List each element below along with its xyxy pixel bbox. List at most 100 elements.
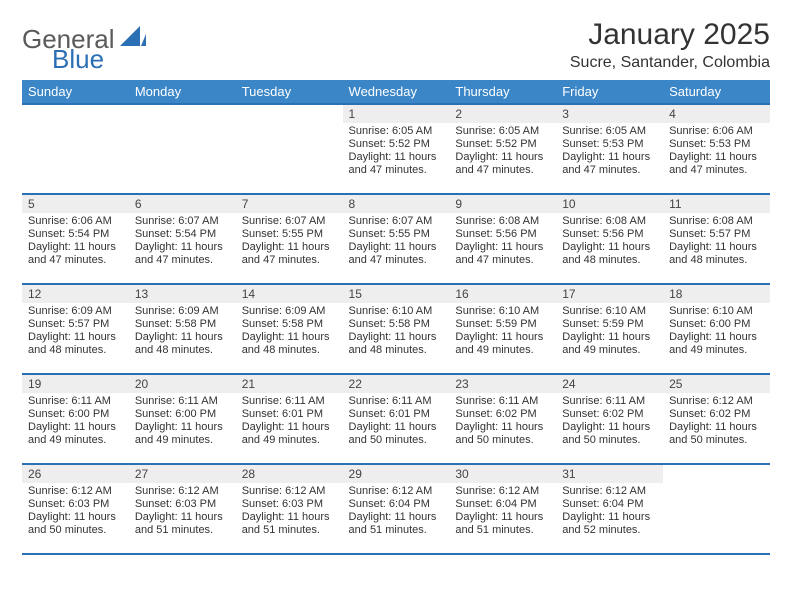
sunset-text: Sunset: 5:56 PM (455, 228, 550, 241)
month-title: January 2025 (570, 18, 770, 52)
sunrise-text: Sunrise: 6:08 AM (562, 215, 657, 228)
calendar-day-cell: 17Sunrise: 6:10 AMSunset: 5:59 PMDayligh… (556, 284, 663, 374)
calendar-day-cell: 11 Sunrise: 6:08 AMSunset: 5:57 PMDayligh… (663, 194, 770, 284)
calendar-week-row: 12Sunrise: 6:09 AMSunset: 5:57 PMDayligh… (22, 284, 770, 374)
sunset-text: Sunset: 6:00 PM (28, 408, 123, 421)
calendar-day-cell: 5Sunrise: 6:06 AMSunset: 5:54 PMDaylight… (22, 194, 129, 284)
calendar-day-cell: 28Sunrise: 6:12 AMSunset: 6:03 PMDayligh… (236, 464, 343, 554)
daylight-text: Daylight: 11 hours and 49 minutes. (669, 331, 764, 357)
brand-sail-icon (120, 24, 146, 51)
sunrise-text: Sunrise: 6:05 AM (455, 125, 550, 138)
daylight-text: Daylight: 11 hours and 49 minutes. (28, 421, 123, 447)
day-data: Sunrise: 6:05 AMSunset: 5:53 PMDaylight:… (556, 123, 663, 179)
day-number: 25 (663, 375, 770, 393)
day-data (236, 123, 343, 127)
sunrise-text: Sunrise: 6:09 AM (135, 305, 230, 318)
daylight-text: Daylight: 11 hours and 48 minutes. (669, 241, 764, 267)
daylight-text: Daylight: 11 hours and 48 minutes. (135, 331, 230, 357)
sunset-text: Sunset: 5:57 PM (669, 228, 764, 241)
day-data: Sunrise: 6:11 AMSunset: 6:01 PMDaylight:… (236, 393, 343, 449)
daylight-text: Daylight: 11 hours and 49 minutes. (135, 421, 230, 447)
calendar-week-row: 1Sunrise: 6:05 AMSunset: 5:52 PMDaylight… (22, 104, 770, 194)
day-data: Sunrise: 6:06 AMSunset: 5:53 PMDaylight:… (663, 123, 770, 179)
day-data: Sunrise: 6:09 AMSunset: 5:58 PMDaylight:… (236, 303, 343, 359)
header-bar: General Blue January 2025 Sucre, Santand… (22, 18, 770, 72)
day-number: 24 (556, 375, 663, 393)
calendar-day-cell: 29Sunrise: 6:12 AMSunset: 6:04 PMDayligh… (343, 464, 450, 554)
sunset-text: Sunset: 6:03 PM (135, 498, 230, 511)
sunrise-text: Sunrise: 6:11 AM (28, 395, 123, 408)
day-number: 17 (556, 285, 663, 303)
sunset-text: Sunset: 6:04 PM (455, 498, 550, 511)
day-data: Sunrise: 6:07 AMSunset: 5:55 PMDaylight:… (343, 213, 450, 269)
brand-part2: Blue (52, 44, 104, 74)
sunrise-text: Sunrise: 6:10 AM (349, 305, 444, 318)
day-number: 29 (343, 465, 450, 483)
sunrise-text: Sunrise: 6:06 AM (28, 215, 123, 228)
daylight-text: Daylight: 11 hours and 47 minutes. (242, 241, 337, 267)
day-data: Sunrise: 6:12 AMSunset: 6:04 PMDaylight:… (343, 483, 450, 539)
calendar-day-cell: 9Sunrise: 6:08 AMSunset: 5:56 PMDaylight… (449, 194, 556, 284)
sunrise-text: Sunrise: 6:12 AM (135, 485, 230, 498)
sunrise-text: Sunrise: 6:08 AM (669, 215, 764, 228)
sunrise-text: Sunrise: 6:11 AM (562, 395, 657, 408)
day-number: 9 (449, 195, 556, 213)
calendar-week-row: 19Sunrise: 6:11 AMSunset: 6:00 PMDayligh… (22, 374, 770, 464)
daylight-text: Daylight: 11 hours and 47 minutes. (349, 151, 444, 177)
daylight-text: Daylight: 11 hours and 52 minutes. (562, 511, 657, 537)
sunset-text: Sunset: 5:53 PM (562, 138, 657, 151)
daylight-text: Daylight: 11 hours and 47 minutes. (455, 241, 550, 267)
day-number (22, 105, 129, 123)
weekday-header: Monday (129, 80, 236, 104)
sunset-text: Sunset: 5:56 PM (562, 228, 657, 241)
day-data: Sunrise: 6:11 AMSunset: 6:01 PMDaylight:… (343, 393, 450, 449)
day-number: 19 (22, 375, 129, 393)
day-number: 27 (129, 465, 236, 483)
day-number: 12 (22, 285, 129, 303)
calendar-day-cell: 25Sunrise: 6:12 AMSunset: 6:02 PMDayligh… (663, 374, 770, 464)
day-data: Sunrise: 6:10 AMSunset: 5:59 PMDaylight:… (449, 303, 556, 359)
calendar-day-cell: 14Sunrise: 6:09 AMSunset: 5:58 PMDayligh… (236, 284, 343, 374)
daylight-text: Daylight: 11 hours and 47 minutes. (669, 151, 764, 177)
calendar-day-cell (663, 464, 770, 554)
calendar-head: SundayMondayTuesdayWednesdayThursdayFrid… (22, 80, 770, 104)
sunrise-text: Sunrise: 6:09 AM (28, 305, 123, 318)
calendar-day-cell: 18Sunrise: 6:10 AMSunset: 6:00 PMDayligh… (663, 284, 770, 374)
calendar-table: SundayMondayTuesdayWednesdayThursdayFrid… (22, 80, 770, 555)
sunset-text: Sunset: 5:58 PM (349, 318, 444, 331)
daylight-text: Daylight: 11 hours and 48 minutes. (28, 331, 123, 357)
day-data: Sunrise: 6:12 AMSunset: 6:04 PMDaylight:… (556, 483, 663, 539)
calendar-day-cell: 24Sunrise: 6:11 AMSunset: 6:02 PMDayligh… (556, 374, 663, 464)
day-number: 20 (129, 375, 236, 393)
day-number: 8 (343, 195, 450, 213)
daylight-text: Daylight: 11 hours and 47 minutes. (562, 151, 657, 177)
sunset-text: Sunset: 5:52 PM (349, 138, 444, 151)
weekday-header: Sunday (22, 80, 129, 104)
day-number: 28 (236, 465, 343, 483)
daylight-text: Daylight: 11 hours and 48 minutes. (242, 331, 337, 357)
sunrise-text: Sunrise: 6:05 AM (562, 125, 657, 138)
day-data: Sunrise: 6:07 AMSunset: 5:54 PMDaylight:… (129, 213, 236, 269)
daylight-text: Daylight: 11 hours and 50 minutes. (562, 421, 657, 447)
title-block: January 2025 Sucre, Santander, Colombia (570, 18, 770, 72)
sunrise-text: Sunrise: 6:06 AM (669, 125, 764, 138)
daylight-text: Daylight: 11 hours and 50 minutes. (455, 421, 550, 447)
daylight-text: Daylight: 11 hours and 51 minutes. (455, 511, 550, 537)
calendar-day-cell: 8Sunrise: 6:07 AMSunset: 5:55 PMDaylight… (343, 194, 450, 284)
sunrise-text: Sunrise: 6:11 AM (455, 395, 550, 408)
day-data: Sunrise: 6:12 AMSunset: 6:04 PMDaylight:… (449, 483, 556, 539)
day-data: Sunrise: 6:08 AMSunset: 5:56 PMDaylight:… (449, 213, 556, 269)
day-data: Sunrise: 6:09 AMSunset: 5:58 PMDaylight:… (129, 303, 236, 359)
daylight-text: Daylight: 11 hours and 50 minutes. (669, 421, 764, 447)
sunset-text: Sunset: 5:54 PM (135, 228, 230, 241)
day-data: Sunrise: 6:12 AMSunset: 6:03 PMDaylight:… (236, 483, 343, 539)
calendar-day-cell: 27Sunrise: 6:12 AMSunset: 6:03 PMDayligh… (129, 464, 236, 554)
sunrise-text: Sunrise: 6:12 AM (242, 485, 337, 498)
sunrise-text: Sunrise: 6:10 AM (455, 305, 550, 318)
sunrise-text: Sunrise: 6:07 AM (349, 215, 444, 228)
sunrise-text: Sunrise: 6:08 AM (455, 215, 550, 228)
weekday-header: Friday (556, 80, 663, 104)
day-number: 11 (663, 195, 770, 213)
day-number: 22 (343, 375, 450, 393)
day-number (129, 105, 236, 123)
